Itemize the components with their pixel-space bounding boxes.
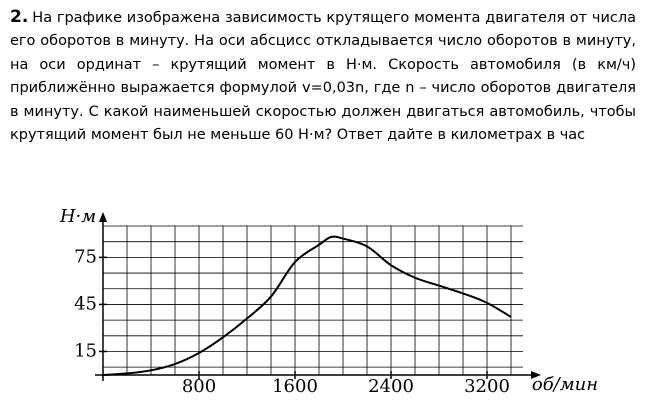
- torque-curve: [102, 235, 512, 376]
- problem: 2. На графике изображена зависимость крут…: [10, 6, 636, 147]
- x-tick-label: 3200: [464, 376, 510, 397]
- x-tick-label: 800: [182, 376, 216, 397]
- y-axis-label: Н·м: [59, 206, 96, 227]
- y-tick-label: 75: [74, 246, 97, 267]
- x-arrow: [531, 371, 541, 379]
- x-tick-label: 1600: [272, 376, 318, 397]
- problem-number: 2.: [10, 7, 29, 27]
- x-axis-label: об/мин: [532, 374, 598, 395]
- y-arrow: [99, 212, 107, 222]
- x-tick-label: 2400: [368, 376, 414, 397]
- problem-text: На графике изображена зависимость крутящ…: [10, 10, 636, 144]
- y-tick-label: 15: [74, 340, 97, 361]
- y-tick-label: 45: [74, 293, 97, 314]
